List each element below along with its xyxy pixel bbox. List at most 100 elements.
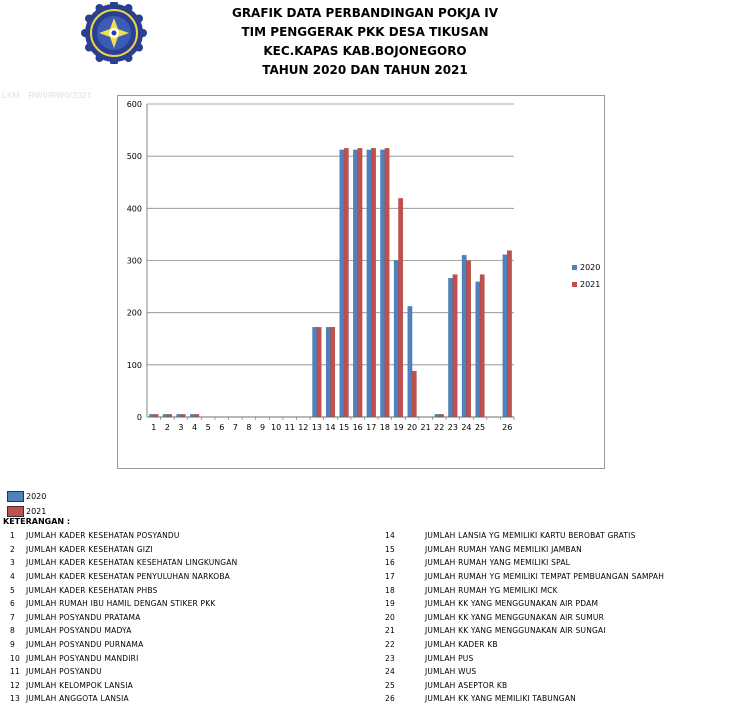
bar-2021-15 xyxy=(343,148,349,418)
keterangan-item: 14 JUMLAH LANSIA YG MEMILIKI KARTU BEROBA… xyxy=(383,529,664,543)
x-tick-label: 18 xyxy=(380,423,390,432)
bar-2020-23 xyxy=(448,278,453,418)
x-tick-label: 20 xyxy=(407,423,417,432)
y-tick-label: 300 xyxy=(127,257,142,266)
x-tick-label: 19 xyxy=(393,423,403,432)
keterangan-number: 13 xyxy=(10,694,20,704)
keterangan-text: JUMLAH POSYANDU MANDIRI xyxy=(26,653,139,663)
keterangan-item: 9 JUMLAH POSYANDU PURNAMA xyxy=(0,638,237,652)
keterangan-text: JUMLAH ANGGOTA LANSIA xyxy=(26,694,129,704)
y-tick-label: 100 xyxy=(127,361,142,370)
chart-frame xyxy=(117,95,605,469)
keterangan-text: JUMLAH POSYANDU PRATAMA xyxy=(26,612,141,622)
keterangan-number: 3 xyxy=(10,558,15,568)
x-tick-label: 15 xyxy=(339,423,349,432)
title-line-4: TAHUN 2020 DAN TAHUN 2021 xyxy=(262,63,468,77)
keterangan-number: 6 xyxy=(10,599,15,609)
keterangan-item: 18 JUMLAH RUMAH YG MEMILIKI MCK xyxy=(383,583,664,597)
bar-2020-17 xyxy=(366,149,372,418)
keterangan-item: 10 JUMLAH POSYANDU MANDIRI xyxy=(0,651,237,665)
keterangan-item: 22 JUMLAH KADER KB xyxy=(383,638,664,652)
legend-swatch-2021 xyxy=(7,506,24,517)
legend-swatch-2020 xyxy=(572,265,577,270)
keterangan-number: 17 xyxy=(385,572,395,582)
x-tick-label: 2 xyxy=(165,423,170,432)
y-tick-label: 600 xyxy=(127,100,142,109)
keterangan-number: 5 xyxy=(10,585,15,595)
keterangan-item: 23 JUMLAH PUS xyxy=(383,651,664,665)
keterangan-item: 7 JUMLAH POSYANDU PRATAMA xyxy=(0,611,237,625)
x-tick-label: 6 xyxy=(219,423,224,432)
keterangan-text: JUMLAH KADER KB xyxy=(425,640,498,650)
keterangan-text: JUMLAH RUMAH IBU HAMIL DENGAN STIKER PKK xyxy=(26,599,216,609)
y-tick-label: 400 xyxy=(127,204,142,213)
x-tick-label: 11 xyxy=(285,423,295,432)
keterangan-number: 26 xyxy=(385,694,395,704)
keterangan-text: JUMLAH RUMAH YANG MEMILIKI SPAL xyxy=(425,558,571,568)
legend-label-2021: 2021 xyxy=(580,280,600,289)
x-tick-label: 8 xyxy=(246,423,251,432)
keterangan-number: 18 xyxy=(385,585,395,595)
keterangan-text: JUMLAH KK YANG MENGGUNAKAN AIR PDAM xyxy=(425,599,599,609)
keterangan-title: KETERANGAN : xyxy=(3,517,71,526)
keterangan-text: JUMLAH KADER KESEHATAN PENYULUHAN NARKOB… xyxy=(26,572,231,582)
keterangan-item: 11 JUMLAH POSYANDU xyxy=(0,665,237,679)
keterangan-list-right: 14 JUMLAH LANSIA YG MEMILIKI KARTU BEROBA… xyxy=(383,529,664,706)
keterangan-text: JUMLAH RUMAH YANG MEMILIKI JAMBAN xyxy=(425,544,582,554)
keterangan-item: 4 JUMLAH KADER KESEHATAN PENYULUHAN NARKO… xyxy=(0,570,237,584)
keterangan-list-left: 1 JUMLAH KADER KESEHATAN POSYANDU 2 JUMLAH … xyxy=(0,529,237,706)
keterangan-text: JUMLAH KK YANG MENGGUNAKAN AIR SUNGAI xyxy=(425,626,606,636)
legend-swatch-2020 xyxy=(7,491,24,502)
keterangan-number: 2 xyxy=(10,544,15,554)
bar-2020-13 xyxy=(312,327,318,418)
keterangan-number: 16 xyxy=(385,558,395,568)
keterangan-item: 5 JUMLAH KADER KESEHATAN PHBS xyxy=(0,583,237,597)
keterangan-number: 4 xyxy=(10,572,15,582)
keterangan-text: JUMLAH RUMAH YG MEMILIKI MCK xyxy=(425,585,558,595)
keterangan-number: 11 xyxy=(10,667,20,677)
keterangan-text: JUMLAH WUS xyxy=(425,667,477,677)
keterangan-text: JUMLAH PUS xyxy=(425,653,474,663)
keterangan-text: JUMLAH KK YANG MENGGUNAKAN AIR SUMUR xyxy=(425,612,604,622)
keterangan-number: 22 xyxy=(385,640,395,650)
x-tick-label: 26 xyxy=(502,423,512,432)
keterangan-number: 7 xyxy=(10,612,15,622)
x-tick-label: 1 xyxy=(151,423,156,432)
keterangan-item: 6 JUMLAH RUMAH IBU HAMIL DENGAN STIKER PK… xyxy=(0,597,237,611)
bar-2021-26 xyxy=(507,250,512,418)
keterangan-item: 26 JUMLAH KK YANG MEMILIKI TABUNGAN xyxy=(383,692,664,706)
keterangan-text: JUMLAH KADER KESEHATAN POSYANDU xyxy=(26,531,180,541)
legend-swatch-2021 xyxy=(572,282,577,287)
keterangan-number: 15 xyxy=(385,544,395,554)
x-tick-label: 7 xyxy=(233,423,238,432)
bar-2021-19 xyxy=(398,198,404,418)
pkk-logo-icon xyxy=(81,2,147,64)
bottom-legend-item-2021: 2021 xyxy=(7,504,46,519)
bottom-legend-label-2020: 2020 xyxy=(26,492,47,501)
title-line-3: KEC.KAPAS KAB.BOJONEGORO xyxy=(263,44,467,58)
chart-title: GRAFIK DATA PERBANDINGAN POKJA IV TIM PE… xyxy=(150,4,580,80)
bar-2020-16 xyxy=(353,149,358,418)
keterangan-number: 1 xyxy=(10,531,15,541)
keterangan-item: 16 JUMLAH RUMAH YANG MEMILIKI SPAL xyxy=(383,556,664,570)
bottom-legend-label-2021: 2021 xyxy=(26,507,47,516)
keterangan-item: 25 JUMLAH ASEPTOR KB xyxy=(383,679,664,693)
bar-2021-24 xyxy=(466,260,471,418)
keterangan-number: 10 xyxy=(10,653,20,663)
keterangan-text: JUMLAH POSYANDU xyxy=(26,667,102,677)
keterangan-text: JUMLAH KADER KESEHATAN GIZI xyxy=(26,544,153,554)
keterangan-item: 12 JUMLAH KELOMPOK LANSIA xyxy=(0,679,237,693)
x-tick-label: 3 xyxy=(178,423,183,432)
keterangan-item: 21 JUMLAH KK YANG MENGGUNAKAN AIR SUNGAI xyxy=(383,624,664,638)
x-tick-label: 17 xyxy=(366,423,376,432)
keterangan-text: JUMLAH RUMAH YG MEMILIKI TEMPAT PEMBUANG… xyxy=(425,572,665,582)
bar-2020-14 xyxy=(325,327,331,418)
keterangan-number: 24 xyxy=(385,667,395,677)
keterangan-number: 23 xyxy=(385,653,395,663)
title-line-1: GRAFIK DATA PERBANDINGAN POKJA IV xyxy=(231,6,499,20)
bottom-legend: 2020 2021 xyxy=(7,489,46,519)
bottom-legend-item-2020: 2020 xyxy=(7,489,46,504)
keterangan-item: 24 JUMLAH WUS xyxy=(383,665,664,679)
keterangan-item: 1 JUMLAH KADER KESEHATAN POSYANDU xyxy=(0,529,237,543)
keterangan-text: JUMLAH KADER KESEHATAN PHBS xyxy=(26,585,158,595)
